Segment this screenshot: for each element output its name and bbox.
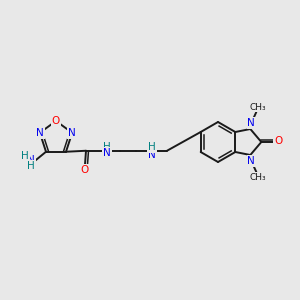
Text: CH₃: CH₃: [249, 172, 266, 182]
Text: H: H: [103, 142, 111, 152]
Text: H: H: [148, 142, 156, 152]
Text: H: H: [21, 151, 29, 161]
Text: N: N: [27, 155, 35, 165]
Text: N: N: [68, 128, 76, 138]
Text: H: H: [27, 161, 35, 171]
Text: N: N: [148, 150, 156, 160]
Text: N: N: [103, 148, 111, 158]
Text: N: N: [36, 128, 44, 138]
Text: N: N: [248, 118, 255, 128]
Text: N: N: [248, 156, 255, 166]
Text: O: O: [81, 165, 89, 175]
Text: O: O: [52, 116, 60, 126]
Text: O: O: [274, 136, 282, 146]
Text: CH₃: CH₃: [249, 103, 266, 112]
